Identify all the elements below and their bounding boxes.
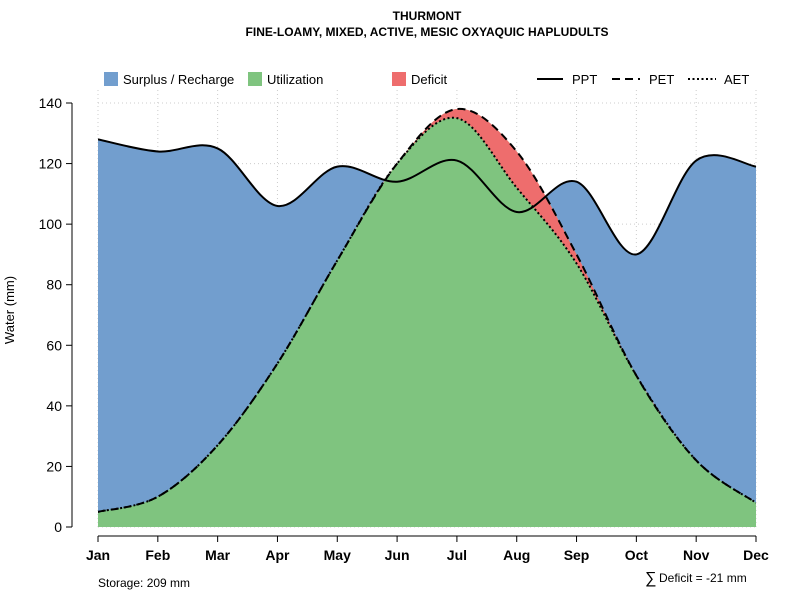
x-tick-label: Nov (683, 547, 710, 563)
x-tick-label: Feb (145, 547, 170, 563)
legend-label-pet: PET (649, 72, 674, 87)
legend-label-deficit: Deficit (411, 72, 448, 87)
x-axis: Jan Feb Mar Apr May Jun Jul Aug Sep Oct Nov Dec (86, 535, 769, 563)
y-tick-label: 40 (46, 398, 62, 414)
legend-swatch-deficit (392, 72, 406, 86)
y-axis-label: Water (mm) (2, 276, 17, 344)
x-tick-label: Oct (625, 547, 649, 563)
legend-label-ppt: PPT (572, 72, 597, 87)
y-axis: 0 20 40 60 80 100 120 140 (39, 95, 73, 535)
y-tick-label: 80 (46, 277, 62, 293)
legend-swatch-surplus (104, 72, 118, 86)
y-tick-label: 100 (39, 216, 63, 232)
y-tick-label: 20 (46, 458, 62, 474)
y-tick-label: 140 (39, 95, 63, 111)
storage-annotation: Storage: 209 mm (98, 576, 190, 590)
legend: Surplus / Recharge Utilization Deficit P… (104, 72, 749, 87)
y-tick-label: 60 (46, 337, 62, 353)
pet-line (98, 108, 756, 513)
x-tick-label: Apr (265, 547, 290, 563)
x-tick-label: Sep (564, 547, 590, 563)
legend-swatch-utilization (248, 72, 262, 86)
legend-label-aet: AET (724, 72, 749, 87)
x-tick-label: Jul (447, 547, 467, 563)
deficit-sum-symbol: ∑ (645, 570, 656, 587)
deficit-annotation: Deficit = -21 mm (659, 571, 747, 585)
x-tick-label: Mar (205, 547, 230, 563)
legend-label-surplus: Surplus / Recharge (123, 72, 234, 87)
x-tick-label: May (324, 547, 351, 563)
chart-subtitle: FINE-LOAMY, MIXED, ACTIVE, MESIC OXYAQUI… (246, 25, 609, 39)
chart-title: THURMONT (393, 9, 462, 23)
x-tick-label: Aug (503, 547, 530, 563)
ppt-line (98, 138, 756, 256)
y-tick-label: 120 (39, 156, 63, 172)
x-tick-label: Jan (86, 547, 110, 563)
legend-label-utilization: Utilization (267, 72, 323, 87)
x-tick-label: Dec (743, 547, 769, 563)
y-tick-label: 0 (54, 519, 62, 535)
utilization-area (98, 109, 756, 527)
x-tick-label: Jun (385, 547, 410, 563)
